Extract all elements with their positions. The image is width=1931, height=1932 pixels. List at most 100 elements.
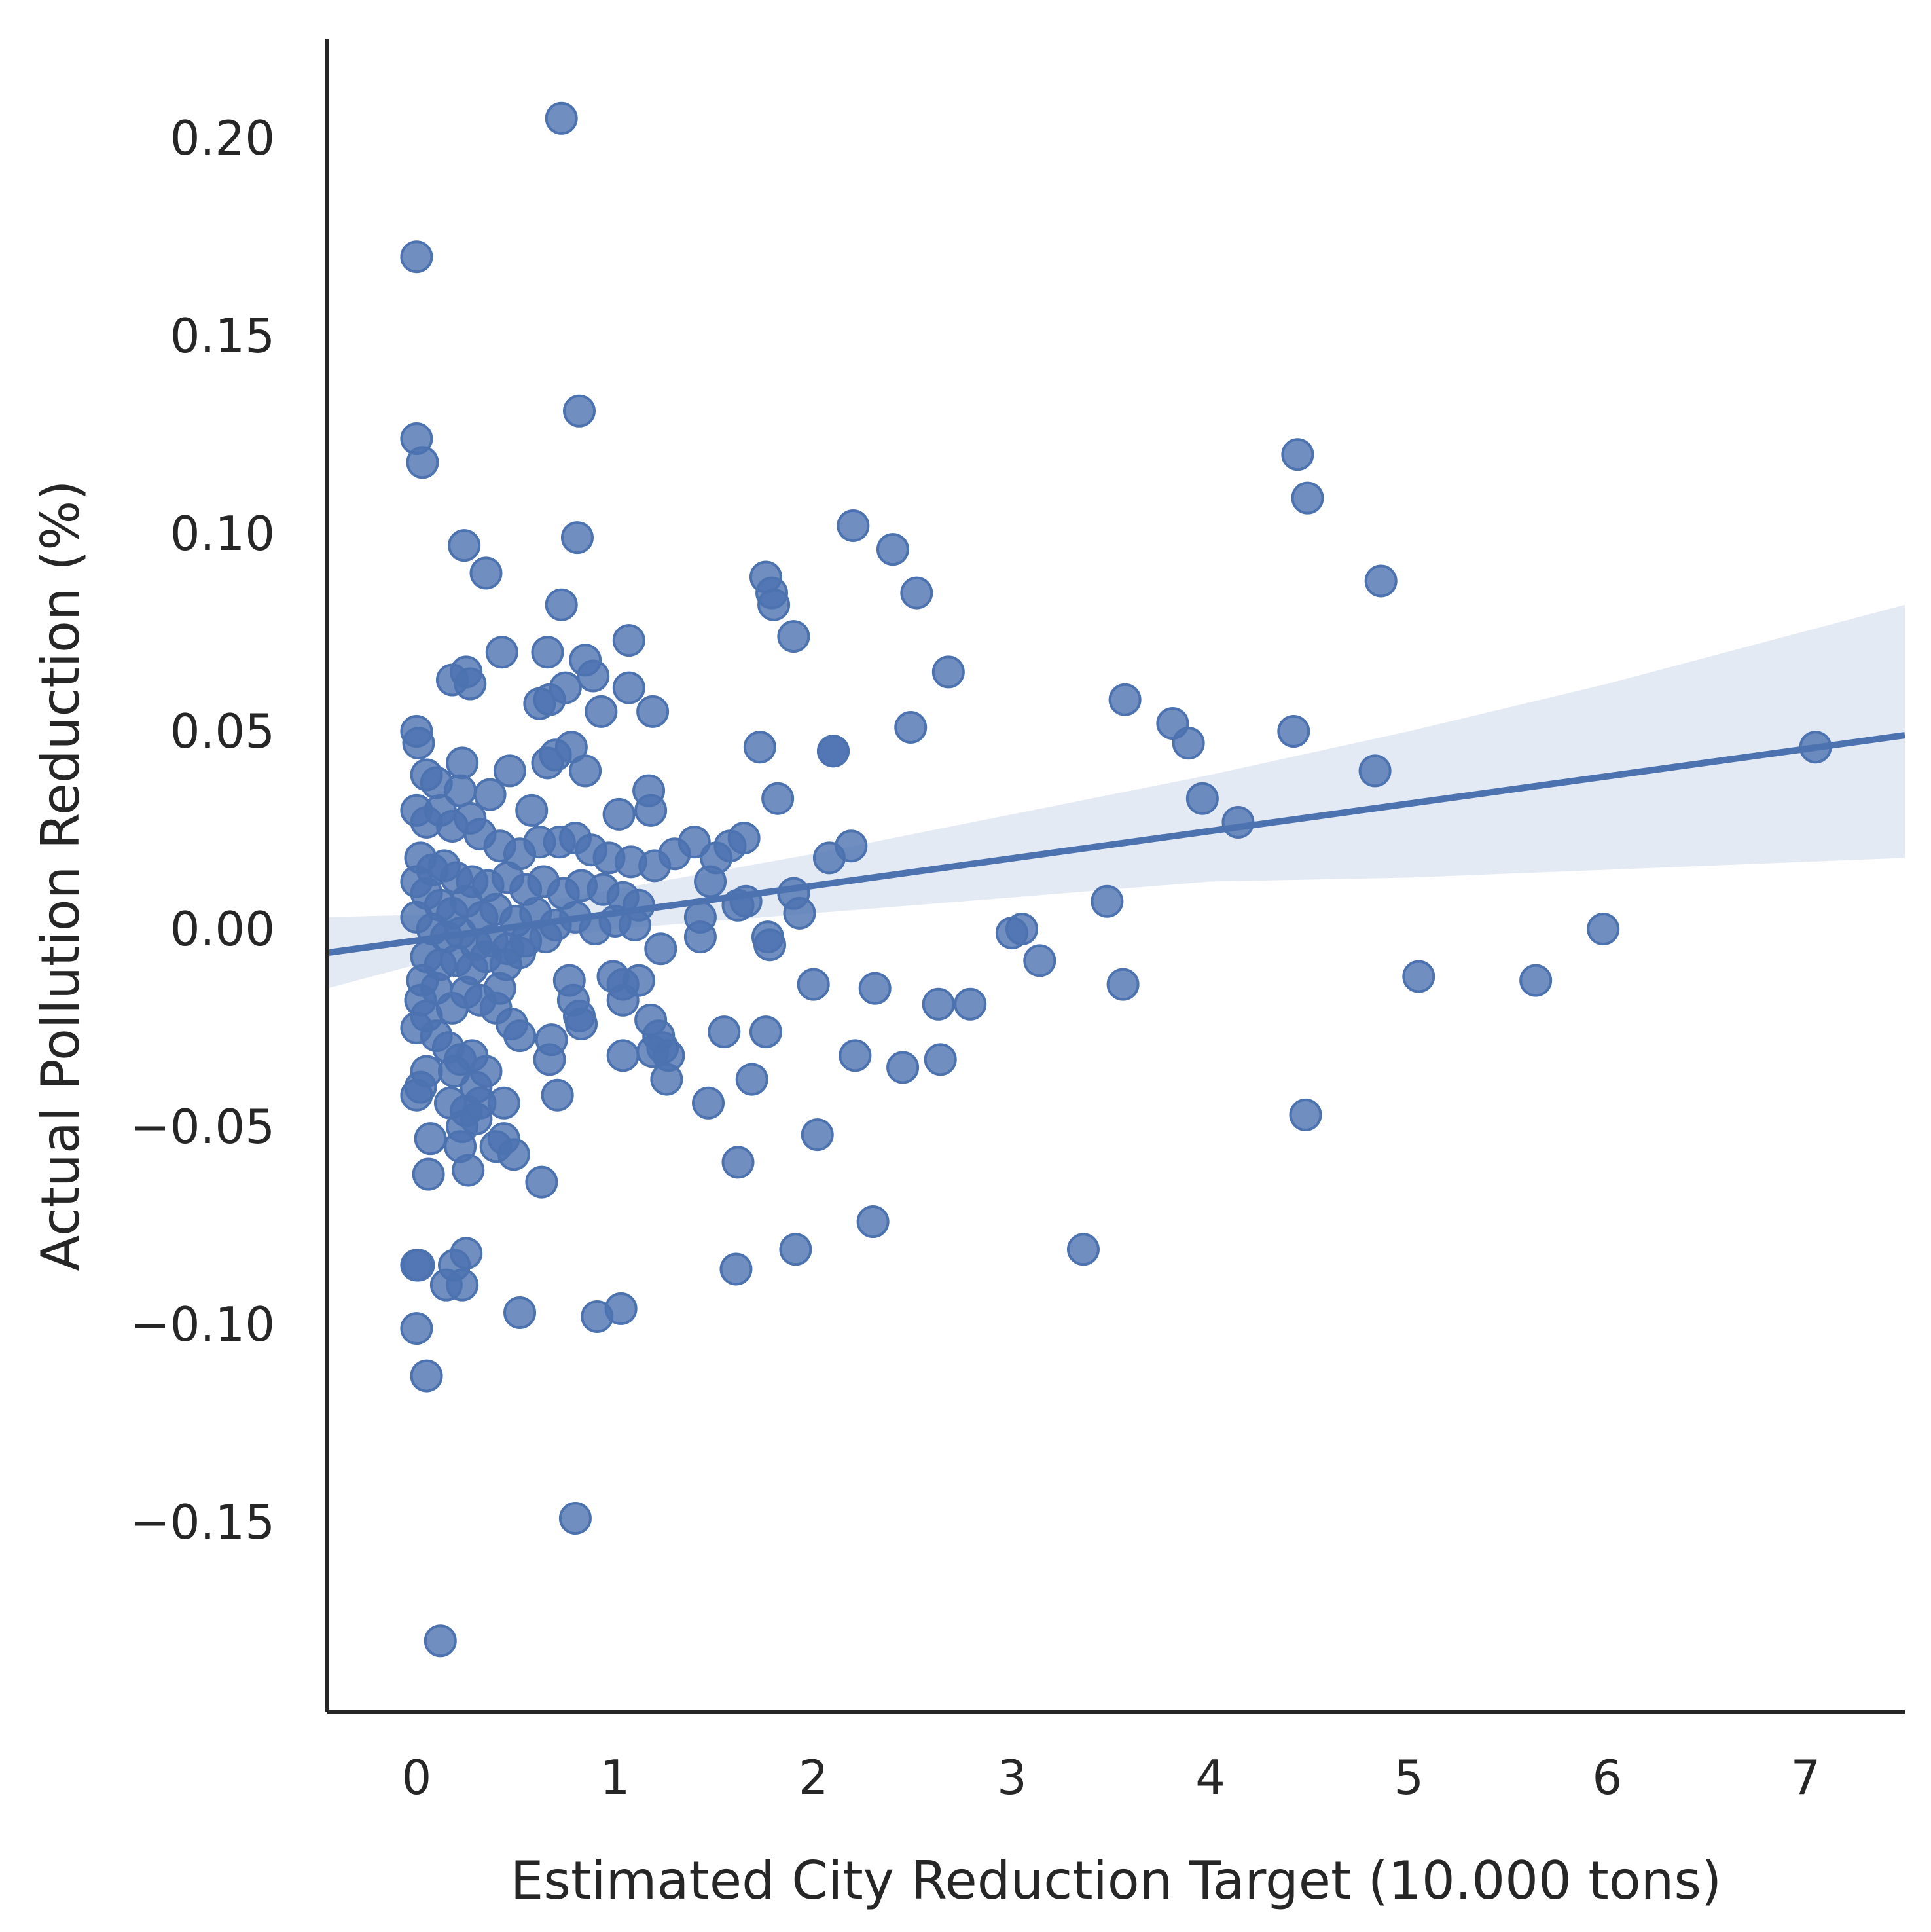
data-point [1108, 683, 1142, 716]
x-tick-label: 6 [1592, 1750, 1622, 1805]
y-tick-label: 0.20 [170, 111, 275, 166]
data-point [757, 588, 791, 621]
data-point [644, 932, 677, 966]
data-point [1277, 715, 1310, 748]
data-point [1289, 1098, 1322, 1131]
data-point [485, 636, 518, 669]
data-point [931, 655, 965, 689]
data-point [1358, 754, 1392, 788]
data-point [531, 746, 564, 780]
data-point [1221, 805, 1255, 839]
data-point [503, 1296, 537, 1329]
data-point [503, 936, 537, 970]
data-point [493, 754, 526, 788]
data-point [562, 394, 596, 428]
data-point [515, 793, 549, 827]
data-point [558, 1502, 592, 1535]
data-point [1519, 964, 1553, 997]
y-tick-label: 0.00 [170, 902, 275, 957]
data-point [438, 1055, 471, 1088]
data-point [839, 1039, 872, 1072]
data-point [886, 1051, 920, 1084]
y-tick-label: 0.05 [170, 704, 275, 759]
y-tick-label: −0.15 [130, 1495, 275, 1550]
data-point [727, 822, 761, 855]
data-point [858, 972, 892, 1005]
data-point [636, 1035, 670, 1068]
data-point [954, 987, 987, 1021]
data-point [402, 1249, 435, 1282]
data-point [924, 1043, 957, 1076]
data-point [876, 533, 909, 566]
data-point [577, 659, 610, 693]
data-point [721, 1146, 755, 1179]
data-point [692, 1086, 725, 1120]
data-point [606, 983, 640, 1017]
data-point [400, 1078, 433, 1112]
data-point [797, 968, 830, 1001]
data-point [922, 987, 955, 1021]
data-point [541, 1078, 574, 1112]
data-point [1106, 968, 1140, 1001]
regression-line-layer [327, 732, 1905, 957]
data-point [779, 1233, 812, 1266]
data-point [487, 1086, 520, 1120]
data-point [602, 797, 636, 831]
data-point [1281, 438, 1314, 471]
data-point [400, 1312, 433, 1345]
data-point [454, 667, 487, 701]
y-axis-label: Actual Pollution Reduction (%) [30, 480, 91, 1271]
data-point [606, 1039, 640, 1072]
data-point [1185, 782, 1219, 815]
data-point [525, 1165, 558, 1199]
data-point [402, 727, 435, 760]
x-tick-labels: 0 1 2 3 4 5 6 7 [402, 1750, 1821, 1805]
data-point [650, 1063, 683, 1096]
data-point [777, 620, 810, 653]
data-point [612, 624, 645, 657]
data-point [1172, 727, 1205, 760]
data-point [1023, 944, 1056, 977]
y-tick-label: −0.10 [130, 1297, 275, 1352]
data-point [560, 521, 594, 555]
data-point [446, 746, 479, 780]
data-point [1091, 884, 1124, 918]
axes-layer [325, 39, 1905, 1714]
data-point [410, 1359, 443, 1393]
data-point [735, 1063, 768, 1096]
y-tick-labels: 0.20 0.15 0.10 0.05 0.00 −0.05 −0.10 −0.15 [130, 111, 275, 1550]
data-point [1402, 960, 1435, 993]
x-tick-label: 5 [1394, 1750, 1424, 1805]
data-point [562, 999, 596, 1032]
data-point [837, 509, 870, 542]
data-point [677, 826, 711, 859]
data-point [446, 1268, 479, 1302]
data-point [473, 778, 507, 811]
y-tick-label: 0.15 [170, 308, 275, 363]
data-point [452, 1154, 485, 1187]
data-point [783, 896, 816, 930]
data-point [612, 671, 645, 704]
data-point [1587, 913, 1620, 946]
data-point [683, 920, 717, 954]
data-point [469, 556, 503, 590]
x-tick-label: 2 [799, 1750, 829, 1805]
data-point [1291, 481, 1324, 515]
y-tick-label: 0.10 [170, 506, 275, 561]
x-axis-label: Estimated City Reduction Target (10.000 … [511, 1850, 1722, 1911]
data-point [414, 1122, 447, 1156]
x-tick-label: 1 [600, 1750, 630, 1805]
data-point [533, 683, 566, 716]
data-point [604, 1292, 638, 1325]
regression-line [327, 732, 1905, 957]
data-point [585, 695, 618, 728]
data-point [531, 636, 564, 669]
data-point [894, 710, 928, 744]
data-point [694, 865, 727, 898]
data-point [406, 446, 439, 479]
data-point [749, 1015, 782, 1049]
data-point [545, 101, 578, 135]
data-point [719, 1252, 753, 1286]
data-point [448, 529, 481, 562]
data-point [400, 240, 433, 274]
